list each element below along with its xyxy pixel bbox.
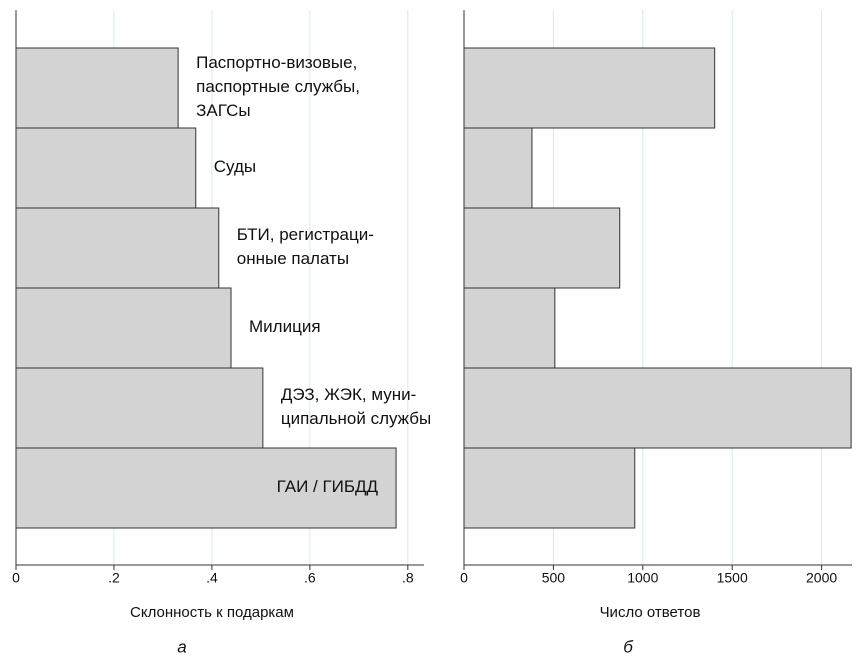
x-tick-label: 1000	[627, 570, 658, 586]
category-label-line: ЗАГСы	[196, 101, 251, 120]
x-tick-label: 500	[542, 570, 566, 586]
category-label-line: паспортные службы,	[196, 77, 360, 96]
x-tick-label: 1500	[717, 570, 748, 586]
category-label-line: ГАИ / ГИБДД	[277, 477, 379, 496]
bar	[463, 447, 636, 529]
category-label: Милиция	[249, 317, 321, 336]
bar	[15, 447, 397, 529]
category-label: Суды	[214, 157, 256, 176]
bar	[463, 47, 716, 129]
bar	[15, 287, 232, 369]
bar	[463, 127, 533, 209]
bar	[15, 207, 220, 289]
bar	[15, 367, 264, 449]
x-axis-title: Число ответов	[600, 604, 701, 621]
bar	[15, 127, 197, 209]
category-label-line: Суды	[214, 157, 256, 176]
x-tick-label: 0	[12, 570, 20, 586]
x-tick-label: 2000	[806, 570, 837, 586]
category-label: ГАИ / ГИБДД	[277, 477, 379, 496]
category-label-line: ципальной службы	[281, 409, 431, 428]
category-label: ДЭЗ, ЖЭК, муни-ципальной службы	[281, 385, 431, 428]
bar	[463, 287, 556, 369]
bar	[463, 367, 852, 449]
x-tick-label: .6	[304, 570, 316, 586]
category-label: Паспортно-визовые, паспортные службы, ЗАГС…	[196, 53, 360, 120]
category-label-line: онные палаты	[237, 249, 349, 268]
x-tick-label: 0	[460, 570, 468, 586]
bar	[15, 47, 179, 129]
panel-label: а	[177, 637, 186, 656]
x-tick-label: .2	[108, 570, 120, 586]
category-label-line: БТИ, регистраци-	[237, 225, 374, 244]
category-label: БТИ, регистраци-онные палаты	[237, 225, 374, 268]
panel-label: б	[623, 637, 634, 656]
bar	[463, 207, 621, 289]
x-tick-label: .8	[402, 570, 414, 586]
x-tick-label: .4	[206, 570, 218, 586]
category-label-line: Милиция	[249, 317, 321, 336]
x-axis-title: Склонность к подаркам	[130, 604, 294, 621]
category-label-line: ДЭЗ, ЖЭК, муни-	[281, 385, 416, 404]
category-label-line: Паспортно-визовые,	[196, 53, 357, 72]
